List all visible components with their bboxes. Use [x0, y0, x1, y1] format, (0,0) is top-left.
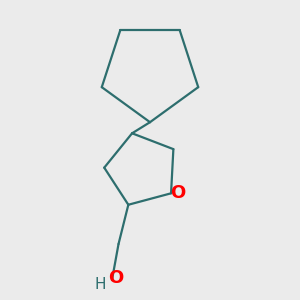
Text: H: H: [95, 278, 106, 292]
Text: O: O: [170, 184, 185, 202]
Text: O: O: [108, 269, 123, 287]
